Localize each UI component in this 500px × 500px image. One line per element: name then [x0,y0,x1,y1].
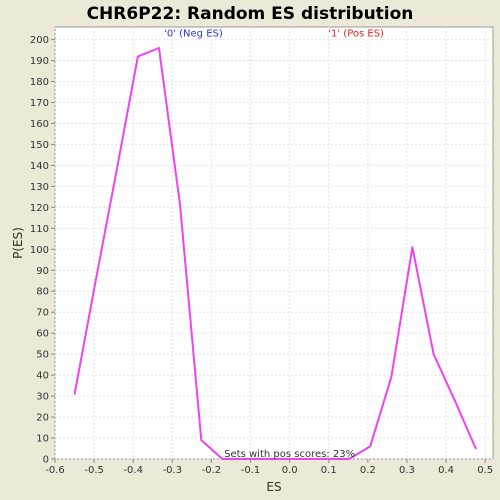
x-tick-label: 0.1 [321,465,337,476]
x-tick-label: 0.5 [477,465,493,476]
y-tick-label: 140 [30,161,49,172]
data-point [200,439,203,442]
y-tick-label: 60 [36,329,49,340]
data-point [158,47,160,49]
x-tick-label: -0.1 [241,465,261,476]
data-point [221,458,224,460]
y-tick-label: 160 [30,119,49,130]
axes: 0 10 20 30 40 50 60 70 80 90 100 110 120 130 140 150 160… [30,35,493,476]
x-tick-label: 0.4 [438,465,454,476]
y-tick-label: 0 [43,455,49,466]
x-tick-label: 0.0 [282,465,298,476]
data-point [73,393,76,395]
y-tick-label: 30 [36,392,49,403]
x-tick-label: -0.4 [123,465,143,476]
data-point [115,168,118,171]
data-point [390,376,393,379]
annotation-0: '0' (Neg ES) [164,29,223,40]
data-point [94,279,97,282]
y-tick-label: 80 [36,287,49,298]
chart-title: CHR6P22: Random ES distribution [87,4,414,24]
y-tick-label: 90 [36,266,49,277]
data-point [348,458,350,460]
y-tick-label: 10 [36,434,49,445]
y-tick-label: 50 [36,350,49,361]
data-point [263,458,266,460]
x-tick-label: -0.2 [202,465,222,476]
annotations-layer: '0' (Neg ES) '1' (Pos ES) Sets with pos sc… [164,29,384,460]
data-point [242,458,245,460]
y-tick-label: 170 [30,98,49,109]
y-tick-label: 150 [30,140,49,151]
y-tick-label: 100 [30,245,49,256]
y-tick-label: 130 [30,182,49,193]
plot-area [54,26,494,460]
data-point [453,399,456,402]
data-point [411,246,414,249]
data-point [137,55,139,58]
data-point [305,458,308,460]
y-tick-label: 110 [30,224,49,235]
y-axis-title: P(ES) [11,227,25,259]
x-tick-label: -0.3 [163,465,183,476]
x-tick-label: 0.2 [360,465,376,476]
y-tick-label: 190 [30,56,49,67]
series-line-0 [73,47,477,460]
y-tick-label: 70 [36,308,49,319]
data-point [474,447,477,450]
data-point [179,204,182,207]
y-tick-label: 40 [36,371,49,382]
annotation-1: '1' (Pos ES) [328,29,384,40]
data-point [369,445,372,448]
x-tick-label: 0.3 [399,465,415,476]
grid-lines [54,27,493,460]
x-axis-title: ES [266,480,281,494]
x-tick-label: -0.5 [84,465,104,476]
y-tick-label: 20 [36,413,49,424]
data-point [284,458,287,460]
y-tick-label: 120 [30,203,49,214]
series-layer [73,47,477,460]
y-tick-label: 180 [30,77,49,88]
x-tick-label: -0.6 [45,465,65,476]
data-point [432,353,435,356]
annotation-2: Sets with pos scores: 23% [224,449,355,460]
y-tick-label: 200 [30,35,49,46]
data-point [327,458,329,460]
